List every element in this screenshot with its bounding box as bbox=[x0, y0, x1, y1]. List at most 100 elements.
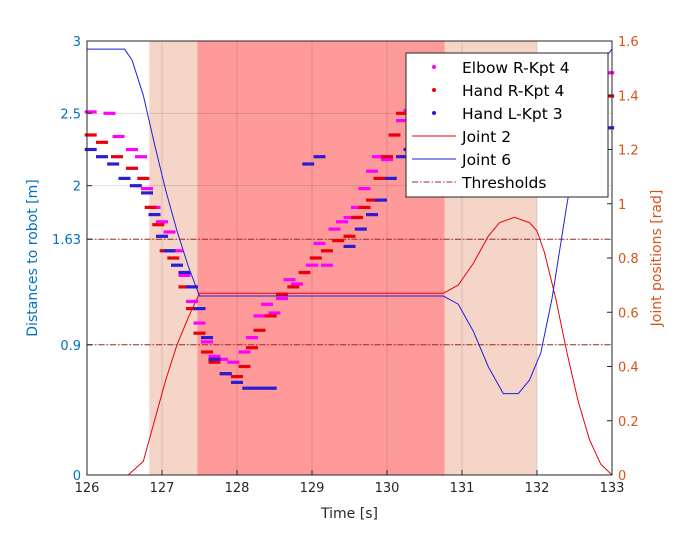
legend: Elbow R-Kpt 4 Hand R-Kpt 4 Hand L-Kpt 3 Joi… bbox=[405, 52, 609, 198]
joint-6-line bbox=[87, 48, 613, 395]
x-tick-label: 127 bbox=[150, 481, 175, 496]
elbow-r-point bbox=[351, 205, 363, 209]
hand-l-point bbox=[208, 357, 221, 361]
elbow-r-point bbox=[328, 227, 341, 231]
elbow-r-point bbox=[112, 134, 125, 139]
y-right-tick-label: 0.6 bbox=[618, 306, 639, 321]
y-left-tick-label: 2.5 bbox=[60, 107, 81, 122]
y-right-axis-label: Joint positions [rad] bbox=[649, 190, 665, 328]
hand-l-point bbox=[96, 155, 108, 159]
hand-l-point bbox=[186, 285, 198, 289]
hand-l-point bbox=[219, 372, 232, 376]
legend-item-thresholds-label: Thresholds bbox=[461, 174, 546, 192]
y-left-tick-label: 2 bbox=[73, 180, 81, 195]
hand-l-point bbox=[163, 249, 176, 253]
legend-box bbox=[405, 52, 609, 198]
hand-l-point bbox=[141, 191, 153, 195]
y-right-tick-label: 0.2 bbox=[618, 415, 639, 430]
elbow-r-point bbox=[313, 241, 326, 246]
hand-l-point bbox=[302, 162, 315, 166]
legend-item-hand-l-label: Hand L-Kpt 3 bbox=[462, 105, 563, 123]
legend-item-hand-r-label: Hand R-Kpt 4 bbox=[462, 82, 564, 100]
elbow-r-point bbox=[216, 357, 228, 361]
hand-r-point bbox=[144, 205, 157, 209]
elbow-r-point bbox=[366, 169, 378, 173]
y-right-tick-label: 1 bbox=[618, 198, 626, 213]
hand-r-point bbox=[231, 375, 243, 379]
x-tick-label: 130 bbox=[375, 481, 400, 496]
hand-r-point bbox=[351, 215, 363, 220]
legend-item-hand-r-marker bbox=[432, 88, 436, 92]
hand-l-point bbox=[129, 184, 142, 188]
hand-l-point bbox=[354, 227, 367, 231]
x-tick-label: 131 bbox=[450, 481, 475, 496]
elbow-r-point bbox=[178, 273, 191, 277]
elbow-r-point bbox=[268, 311, 281, 315]
hand-r-point bbox=[332, 239, 345, 243]
legend-item-elbow-label: Elbow R-Kpt 4 bbox=[462, 59, 570, 77]
hand-l-point bbox=[242, 386, 255, 390]
elbow-r-point bbox=[126, 147, 138, 152]
y-left-tick-label: 0 bbox=[73, 469, 81, 484]
hand-l-point bbox=[396, 155, 408, 159]
elbow-r-point bbox=[291, 282, 303, 286]
hand-r-point bbox=[287, 285, 300, 289]
hand-l-point bbox=[201, 336, 213, 340]
hand-r-point bbox=[201, 350, 213, 354]
legend-item-joint-2-label: Joint 2 bbox=[461, 128, 511, 146]
elbow-r-point bbox=[358, 187, 371, 191]
x-tick-label: 132 bbox=[525, 481, 550, 496]
elbow-r-point bbox=[135, 155, 147, 159]
hand-l-point bbox=[193, 307, 206, 311]
legend-item-joint-6-label: Joint 6 bbox=[461, 151, 511, 169]
hand-r-point bbox=[309, 256, 322, 260]
elbow-r-point bbox=[283, 278, 296, 282]
legend-item-hand-l-marker bbox=[432, 111, 436, 115]
hand-r-point bbox=[321, 249, 333, 253]
hand-l-point bbox=[231, 380, 243, 384]
joint-2-line bbox=[87, 216, 613, 476]
hand-l-point bbox=[118, 176, 131, 180]
y-left-tick-label: 0.9 bbox=[60, 339, 81, 354]
threshold-lines bbox=[87, 238, 612, 346]
elbow-r-point bbox=[208, 354, 221, 358]
y-right-tick-label: 1.2 bbox=[618, 144, 639, 159]
y-left-tick-label: 1.63 bbox=[52, 233, 81, 248]
y-right-tick-label: 0 bbox=[618, 469, 626, 484]
hand-l-point bbox=[253, 386, 266, 390]
elbow-r-point bbox=[246, 336, 258, 340]
hand-l-point bbox=[366, 213, 378, 217]
x-tick-label: 133 bbox=[600, 481, 625, 496]
elbow-r-point bbox=[84, 110, 97, 114]
elbow-r-point bbox=[193, 321, 206, 325]
hand-r-point bbox=[126, 166, 138, 170]
elbow-r-point bbox=[171, 249, 183, 253]
elbow-r-point bbox=[321, 263, 333, 267]
hand-r-point bbox=[396, 111, 408, 115]
x-axis-ticks: 126 127 128 129 130 131 132 133 bbox=[75, 470, 625, 496]
hand-r-point bbox=[276, 292, 288, 296]
hand-r-point bbox=[178, 285, 191, 289]
elbow-r-point bbox=[253, 314, 266, 318]
hand-r-point bbox=[186, 307, 198, 311]
elbow-r-point bbox=[103, 111, 116, 115]
y-right-tick-label: 0.8 bbox=[618, 252, 639, 267]
elbow-r-point bbox=[336, 220, 348, 224]
x-axis-label: Time [s] bbox=[320, 506, 378, 522]
hand-l-point bbox=[343, 244, 356, 248]
y-right-tick-label: 1.4 bbox=[618, 89, 639, 104]
y-right-axis-ticks: 0 0.2 0.4 0.6 0.8 1 1.2 1.4 1.6 bbox=[607, 35, 639, 484]
hand-l-point bbox=[156, 234, 168, 238]
hand-l-point bbox=[148, 213, 161, 217]
hand-r-point bbox=[381, 155, 393, 159]
elbow-r-point bbox=[396, 119, 408, 123]
elbow-r-point bbox=[261, 302, 273, 306]
x-tick-label: 128 bbox=[225, 481, 250, 496]
hand-r-point bbox=[96, 140, 108, 144]
elbow-r-point bbox=[372, 155, 384, 159]
hand-r-point bbox=[167, 256, 180, 260]
y-left-axis-ticks: 0 0.9 1.63 2 2.5 3 bbox=[52, 35, 92, 484]
hand-r-point bbox=[366, 198, 378, 202]
